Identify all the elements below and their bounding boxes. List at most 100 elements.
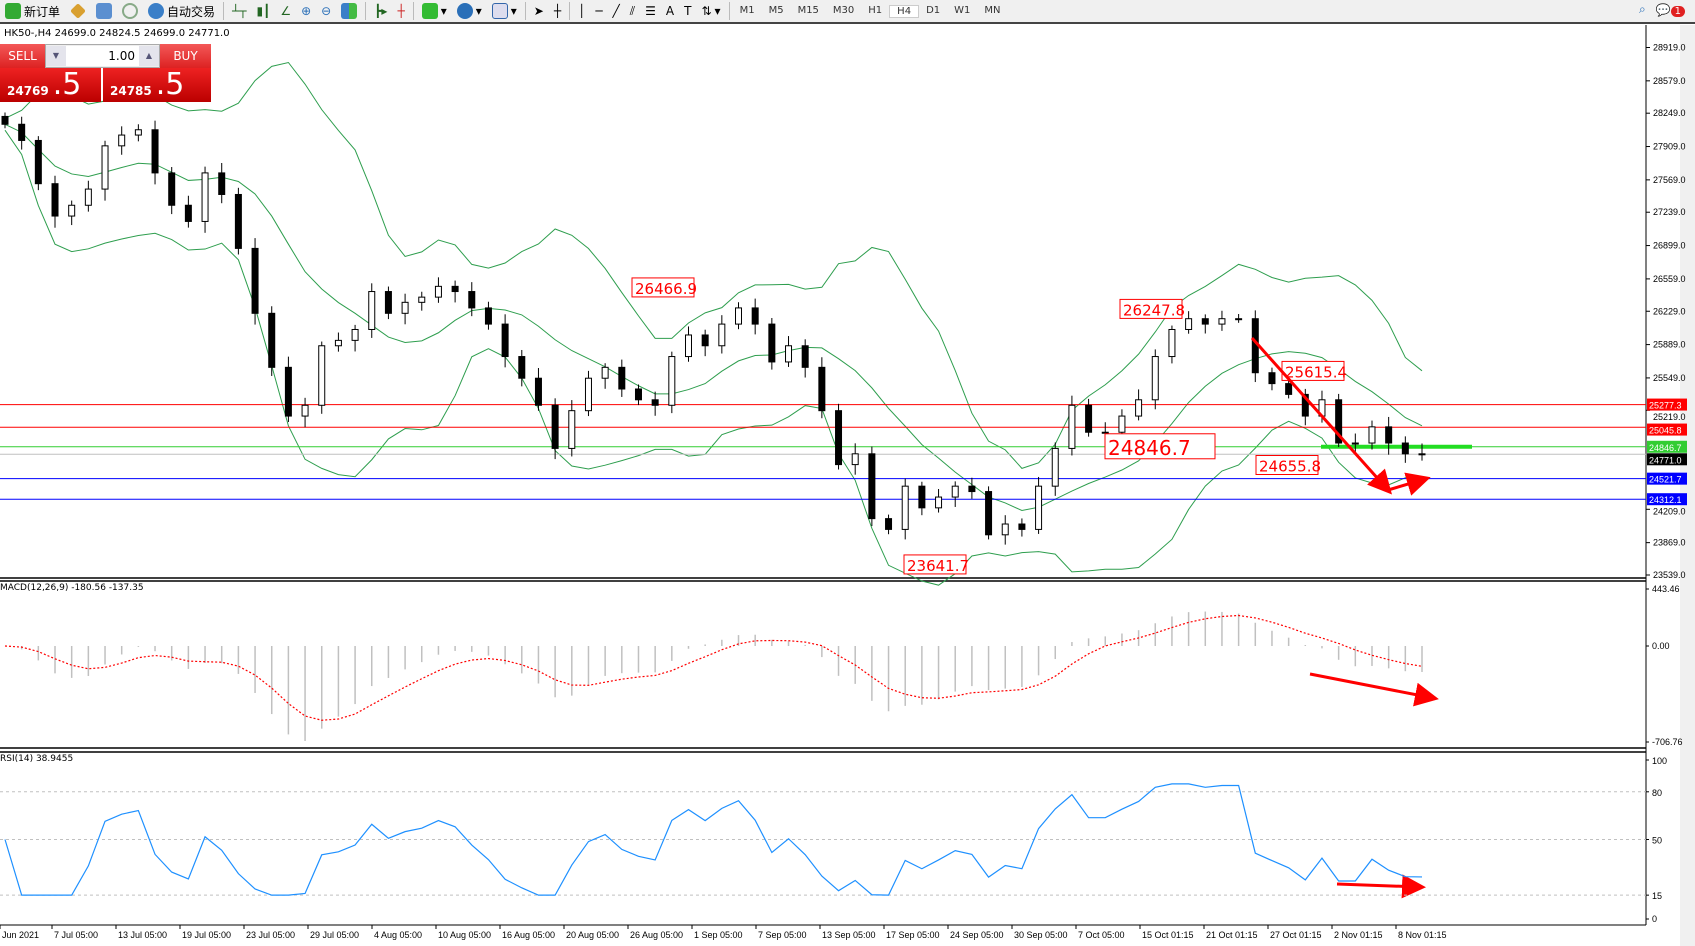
tile-windows-button[interactable]	[336, 0, 362, 22]
chart-shift-button[interactable]: ┼	[392, 0, 409, 22]
candle[interactable]	[1035, 485, 1043, 530]
candle[interactable]	[751, 307, 759, 325]
chart-canvas[interactable]: 28919.0 28579.0 28249.0 27909.0 27569.0 27239…	[0, 25, 1695, 946]
candle[interactable]	[1051, 447, 1059, 487]
candle[interactable]	[1401, 442, 1409, 455]
candle[interactable]	[668, 356, 676, 406]
candle[interactable]	[935, 496, 943, 509]
candle[interactable]	[851, 453, 859, 466]
candle[interactable]	[184, 204, 192, 222]
price-annotation-box[interactable]	[1104, 433, 1216, 460]
equidistant-channel-button[interactable]: ⫽	[625, 0, 640, 22]
candle[interactable]	[234, 193, 242, 249]
candle[interactable]	[885, 518, 893, 530]
candle[interactable]	[1, 115, 9, 125]
arrows-button[interactable]: ⇅ ▾	[701, 4, 721, 18]
candle[interactable]	[101, 145, 109, 190]
line-chart-button[interactable]: ∠	[275, 0, 296, 22]
candle[interactable]	[251, 247, 259, 314]
candle[interactable]	[1301, 393, 1309, 417]
candle[interactable]	[401, 301, 409, 314]
trend-arrow[interactable]	[1250, 336, 1393, 495]
periods-button[interactable]: ▾	[452, 0, 487, 22]
zoom-out-button[interactable]: ⊖	[316, 0, 336, 22]
candle[interactable]	[1101, 431, 1109, 434]
candle[interactable]	[1218, 318, 1226, 325]
candle[interactable]	[301, 404, 309, 417]
crosshair-button[interactable]: ┼	[549, 0, 566, 22]
candle[interactable]	[51, 183, 59, 217]
fibonacci-button[interactable]: ☰	[640, 0, 661, 22]
candle[interactable]	[901, 485, 909, 530]
vertical-line-button[interactable]: │	[573, 0, 590, 22]
trendline-button[interactable]: ╱	[608, 0, 625, 22]
candle[interactable]	[1068, 404, 1076, 449]
candle[interactable]	[168, 172, 176, 206]
candle[interactable]	[351, 328, 359, 341]
notification-icon[interactable]: 💬 1	[1656, 3, 1685, 17]
candle[interactable]	[1201, 318, 1209, 325]
candle[interactable]	[1418, 453, 1426, 456]
price-annotation-box[interactable]	[1119, 298, 1183, 319]
auto-trading-button[interactable]: 自动交易	[143, 0, 220, 22]
timeframe-h4[interactable]: H4	[889, 4, 920, 18]
candle[interactable]	[1118, 415, 1126, 433]
candle[interactable]	[785, 345, 793, 363]
lot-increase-icon[interactable]: ▲	[139, 46, 159, 66]
trend-arrow[interactable]	[1309, 672, 1439, 707]
candle[interactable]	[951, 485, 959, 498]
candle[interactable]	[818, 366, 826, 412]
zoom-in-button[interactable]: ⊕	[296, 0, 316, 22]
text-label-button[interactable]: T	[679, 0, 696, 22]
candle[interactable]	[1018, 523, 1026, 530]
candle[interactable]	[1085, 404, 1093, 433]
auto-scroll-button[interactable]: ┣▸	[369, 0, 392, 22]
candle[interactable]	[284, 366, 292, 417]
timeframe-m1[interactable]: M1	[739, 4, 755, 16]
price-annotation-box[interactable]	[903, 554, 967, 575]
timeframe-m5[interactable]: M5	[768, 4, 784, 16]
candle[interactable]	[718, 323, 726, 347]
candle[interactable]	[418, 296, 426, 303]
candle[interactable]	[584, 377, 592, 412]
horizontal-line-button[interactable]: ─	[590, 0, 607, 22]
candlestick-button[interactable]: ▮┃	[251, 0, 275, 22]
cursor-button[interactable]: ➤	[529, 0, 549, 22]
lot-decrease-icon[interactable]: ▼	[46, 46, 66, 66]
candle[interactable]	[1368, 426, 1376, 444]
candle[interactable]	[801, 345, 809, 368]
timeframe-m30[interactable]: M30	[832, 4, 855, 16]
candle[interactable]	[768, 323, 776, 363]
candle[interactable]	[551, 404, 559, 449]
candle[interactable]	[918, 485, 926, 509]
candle[interactable]	[1268, 372, 1276, 385]
candle[interactable]	[484, 307, 492, 325]
candle[interactable]	[568, 410, 576, 449]
lot-size-input[interactable]: 1.00	[66, 46, 139, 66]
candle[interactable]	[151, 129, 159, 174]
signals-button[interactable]	[117, 0, 143, 22]
trend-arrow[interactable]	[1336, 874, 1426, 899]
candle[interactable]	[534, 377, 542, 406]
new-order-button[interactable]: 新订单	[0, 0, 65, 22]
candle[interactable]	[84, 188, 92, 206]
timeframe-m15[interactable]: M15	[797, 4, 819, 16]
candle[interactable]	[968, 485, 976, 493]
candle[interactable]	[1151, 356, 1159, 401]
candle[interactable]	[1235, 318, 1243, 321]
buy-price[interactable]: 24785.5	[103, 68, 211, 102]
candle[interactable]	[601, 366, 609, 379]
indicators-button[interactable]: ▾	[417, 0, 452, 22]
timeframe-w1[interactable]: W1	[954, 4, 971, 16]
candle[interactable]	[68, 204, 76, 217]
candle[interactable]	[218, 172, 226, 195]
candle[interactable]	[34, 139, 42, 185]
candle[interactable]	[1135, 399, 1143, 417]
trend-arrow[interactable]	[1387, 472, 1431, 496]
candle[interactable]	[518, 356, 526, 379]
candle[interactable]	[651, 399, 659, 406]
candle[interactable]	[1001, 523, 1009, 536]
candle[interactable]	[201, 172, 209, 222]
templates-button[interactable]: ▾	[487, 0, 522, 22]
candle[interactable]	[701, 334, 709, 347]
